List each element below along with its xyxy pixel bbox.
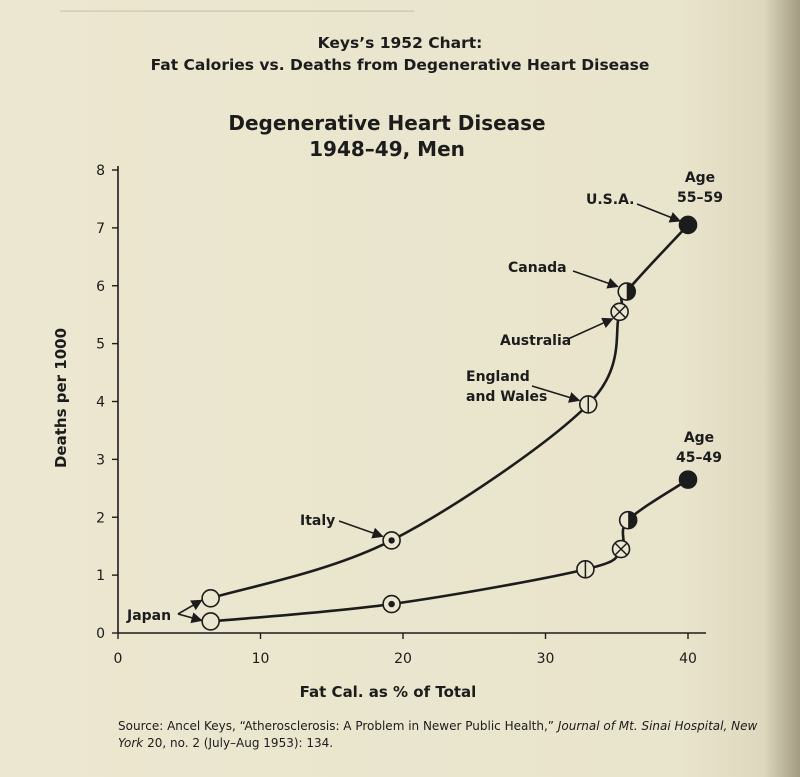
y-tick-label: 2 (96, 510, 105, 526)
y-tick-label: 0 (96, 626, 105, 642)
source-suffix: 20, no. 2 (July–Aug 1953): 134. (147, 736, 334, 750)
page-gutter-shadow (764, 0, 800, 777)
annotation-japan: Japan (126, 608, 171, 624)
source-note: Source: Ancel Keys, “Atherosclerosis: A … (118, 718, 758, 752)
annotation-usa: U.S.A. (586, 192, 635, 208)
y-axis-label: Deaths per 1000 (52, 328, 70, 468)
marker-half (626, 283, 636, 301)
leader-canada (572, 270, 619, 289)
annotation-canada: Canada (508, 260, 567, 276)
annotation-england-and-wales: and Wales (466, 389, 547, 405)
marker-half (628, 511, 637, 529)
figure-subtitle: Fat Calories vs. Deaths from Degenerativ… (150, 56, 650, 74)
page-texture: ────────────────────────────────────────… (60, 4, 415, 20)
x-tick-label: 40 (679, 651, 697, 667)
data-point (578, 395, 598, 414)
leader-italy (338, 520, 384, 539)
source-journal: Journal of Mt. Sinai Hospital, New York (118, 719, 758, 750)
annotation-england-and-wales: England (466, 369, 530, 385)
y-tick-label: 8 (96, 163, 105, 179)
annotation-italy: Italy (300, 513, 335, 529)
data-point (678, 215, 698, 235)
marker-dot (388, 537, 395, 544)
annotation-age-55-59: 55–59 (677, 190, 723, 206)
x-tick-label: 10 (252, 651, 270, 667)
data-point (610, 302, 629, 322)
annotation-australia: Australia (500, 333, 571, 349)
data-point (382, 594, 401, 614)
x-tick-label: 0 (114, 651, 123, 667)
leader-usa (636, 203, 682, 223)
data-point (611, 539, 631, 559)
annotation-age-45-49: Age (684, 430, 714, 446)
data-point (382, 531, 401, 550)
y-tick-label: 7 (96, 221, 105, 237)
data-point (576, 560, 595, 579)
marker-filled (678, 470, 698, 489)
leader-australia (567, 317, 614, 340)
marker-dot (388, 600, 395, 608)
marker-filled (678, 215, 698, 235)
y-tick-label: 4 (96, 395, 105, 411)
leader-japan-young (177, 612, 203, 624)
chart-title-line2: 1948–49, Men (309, 137, 465, 161)
x-axis-label: Fat Cal. as % of Total (300, 683, 477, 701)
marker-circle (201, 588, 220, 608)
data-point (617, 282, 637, 301)
marker-circle (201, 612, 220, 631)
leader-england (531, 385, 581, 403)
y-tick-label: 5 (96, 337, 105, 353)
data-point (201, 588, 220, 608)
x-tick-label: 30 (537, 651, 555, 667)
data-point (201, 612, 220, 631)
annotation-age-45-49: 45–49 (676, 450, 722, 466)
marker-x (614, 542, 628, 556)
x-tick-label: 20 (394, 651, 412, 667)
data-point (618, 510, 638, 530)
marker-x (613, 305, 627, 319)
leader-japan-old (177, 599, 203, 615)
source-prefix: Source: Ancel Keys, “Atherosclerosis: A … (118, 719, 555, 733)
y-tick-label: 3 (96, 452, 105, 468)
y-tick-label: 6 (96, 279, 105, 295)
y-tick-label: 1 (96, 568, 105, 584)
annotation-age-55-59: Age (685, 170, 715, 186)
chart-title-line1: Degenerative Heart Disease (228, 111, 545, 135)
data-point (678, 470, 698, 489)
figure-title: Keys’s 1952 Chart: (317, 34, 483, 52)
